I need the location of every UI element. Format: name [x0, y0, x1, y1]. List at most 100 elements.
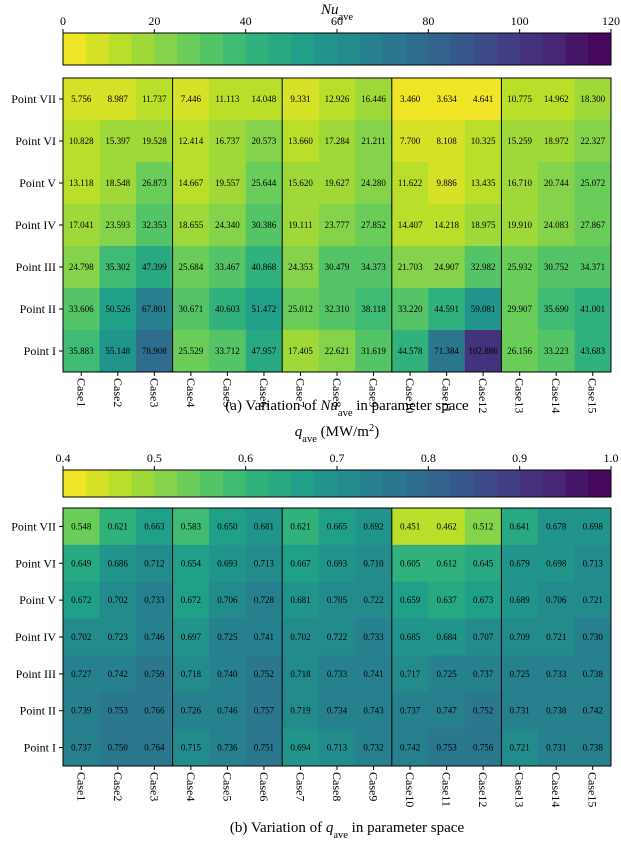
colorbar-step — [519, 33, 543, 65]
column-label: Case2 — [111, 772, 125, 801]
cell-label: 0.737 — [71, 743, 92, 753]
colorbar-label: qave (MW/m2) — [295, 423, 379, 445]
colorbar-label-part: Nu — [320, 2, 339, 18]
heatmap-cell — [574, 729, 612, 767]
cell-label: 0.737 — [400, 706, 421, 716]
heatmap-cell — [282, 618, 320, 656]
cell-label: 33.606 — [69, 304, 94, 314]
cell-label: 25.932 — [507, 262, 532, 272]
heatmap-cell — [391, 330, 429, 373]
heatmap-cell — [537, 655, 575, 693]
colorbar-step — [565, 470, 589, 497]
heatmap-cell — [245, 204, 283, 247]
cell-label: 26.156 — [507, 346, 532, 356]
heatmap-cell — [245, 162, 283, 205]
cell-label: 0.733 — [327, 669, 348, 679]
cell-label: 0.732 — [363, 743, 383, 753]
colorbar-tick-label: 0.9 — [512, 451, 527, 465]
colorbar-step — [451, 33, 475, 65]
colorbar-label-part: q — [295, 424, 303, 440]
heatmap-cell — [501, 246, 539, 289]
colorbar-tick-label: 0.5 — [147, 451, 162, 465]
heatmap-cell — [318, 692, 356, 730]
heatmap-cell — [428, 78, 466, 121]
cell-label: 0.718 — [181, 669, 202, 679]
colorbar-step — [177, 33, 201, 65]
heatmap-cell — [282, 544, 320, 583]
cell-label: 25.684 — [178, 262, 203, 272]
cell-label: 0.751 — [254, 743, 274, 753]
heatmap-cell — [209, 78, 247, 121]
cell-label: 25.012 — [288, 304, 313, 314]
heatmap-cell — [537, 288, 575, 331]
cell-label: 19.528 — [142, 136, 167, 146]
heatmap-cell — [355, 508, 393, 546]
heatmap-cell — [391, 246, 429, 289]
cell-label: 0.637 — [436, 595, 457, 605]
heatmap-cell — [99, 655, 137, 693]
colorbar-step — [382, 470, 406, 497]
cell-label: 0.462 — [436, 521, 456, 531]
colorbar-step — [314, 33, 338, 65]
cell-label: 24.083 — [544, 220, 569, 230]
colorbar-tick-label: 80 — [422, 14, 434, 28]
colorbar-step — [85, 33, 110, 65]
cell-label: 0.665 — [327, 521, 348, 531]
cell-label: 0.734 — [327, 706, 348, 716]
heatmap-cell — [172, 78, 210, 121]
cell-label: 33.467 — [215, 262, 240, 272]
heatmap-cell — [391, 508, 429, 546]
heatmap-cell — [574, 544, 612, 583]
heatmap-cell — [428, 544, 466, 583]
heatmap-cell — [428, 618, 466, 656]
heatmap-cell — [574, 120, 612, 163]
cell-label: 32.982 — [471, 262, 496, 272]
cell-label: 33.223 — [544, 346, 569, 356]
heatmap-cell — [391, 692, 429, 730]
cell-label: 12.926 — [325, 94, 350, 104]
cell-label: 0.713 — [583, 558, 604, 568]
cell-label: 0.721 — [583, 595, 603, 605]
heatmap-cell — [355, 729, 393, 767]
cell-label: 12.414 — [178, 136, 203, 146]
heatmap-cell — [245, 508, 283, 546]
heatmap-cell — [172, 246, 210, 289]
heatmap-cell — [318, 246, 356, 289]
heatmap-cell — [464, 288, 502, 331]
heatmap-cell — [282, 508, 320, 546]
heatmap-cell — [574, 618, 612, 656]
row-label: Point V — [19, 176, 56, 190]
heatmap-cell — [391, 618, 429, 656]
cell-label: 0.672 — [71, 595, 91, 605]
column-label: Case2 — [111, 378, 125, 407]
column-label: Case9 — [367, 378, 381, 407]
cell-label: 0.759 — [144, 669, 165, 679]
heatmap-cell — [136, 544, 173, 583]
cell-label: 0.689 — [510, 595, 531, 605]
cell-label: 47.399 — [142, 262, 167, 272]
cell-label: 10.325 — [471, 136, 496, 146]
cell-label: 19.627 — [325, 178, 350, 188]
cell-label: 0.731 — [510, 706, 530, 716]
heatmap-cell — [537, 78, 575, 121]
cell-label: 30.386 — [252, 220, 277, 230]
heatmap-cell — [537, 204, 575, 247]
heatmap-cell — [501, 162, 539, 205]
heatmap-cell — [136, 204, 173, 247]
heatmap-cell — [245, 655, 283, 693]
colorbar-step — [359, 33, 384, 65]
heatmap-cell — [355, 78, 393, 121]
cell-label: 18.300 — [580, 94, 605, 104]
cell-label: 0.650 — [217, 521, 238, 531]
heatmap-cell — [574, 246, 612, 289]
heatmap-cell — [209, 729, 247, 767]
heatmap-cell — [172, 729, 210, 767]
colorbar-step — [474, 33, 498, 65]
heatmap-cell — [428, 330, 466, 373]
heatmap-cell — [574, 508, 612, 546]
cell-label: 17.041 — [69, 220, 94, 230]
heatmap-cell — [391, 162, 429, 205]
row-label: Point I — [24, 344, 56, 358]
cell-label: 0.750 — [108, 743, 129, 753]
